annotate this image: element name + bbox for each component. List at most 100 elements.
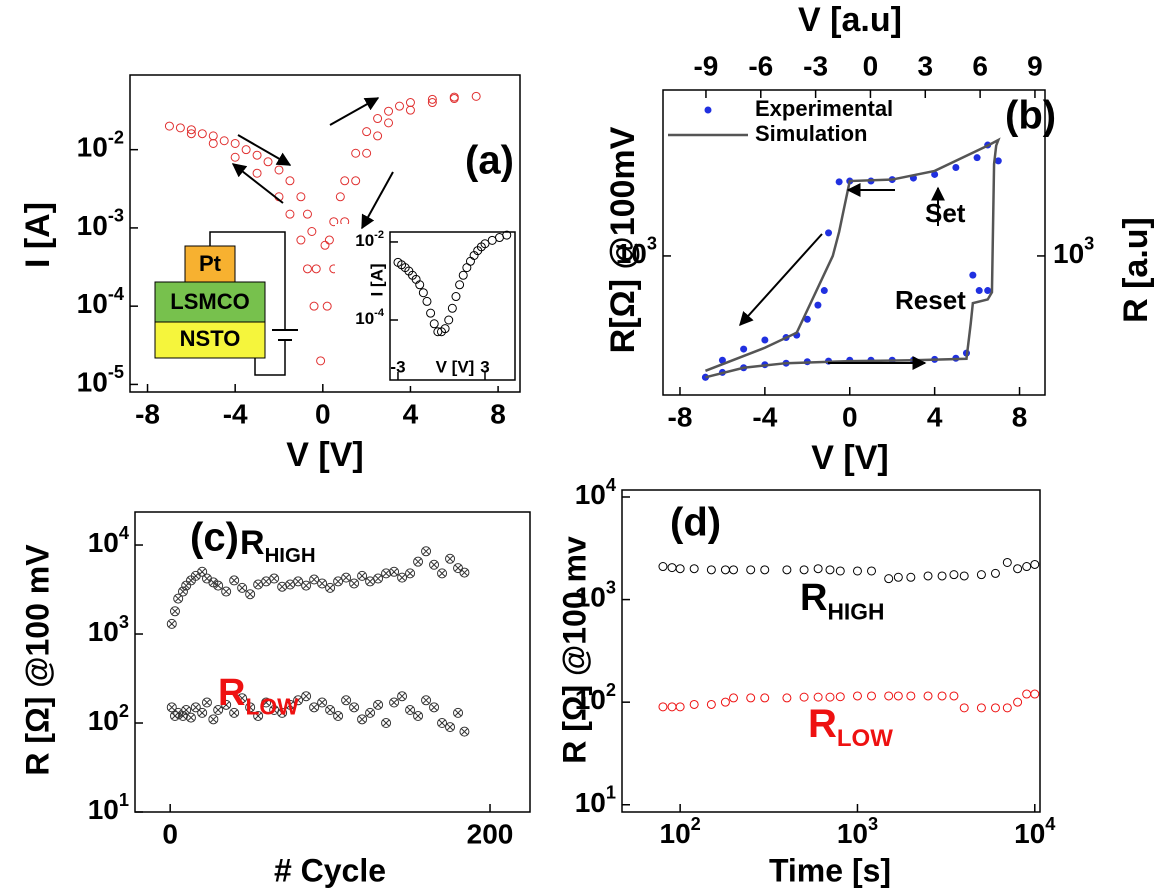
- data-point: [389, 697, 400, 708]
- tick-exponent: 1: [606, 782, 616, 802]
- data-point: [706, 565, 716, 575]
- data-point: [937, 571, 947, 581]
- data-point: [301, 580, 312, 591]
- data-point: [164, 121, 174, 131]
- data-point: [1030, 559, 1040, 569]
- tick-exponent: 3: [647, 234, 657, 254]
- data-point: [208, 577, 219, 588]
- tick-base: 10: [77, 132, 108, 163]
- data-point: [237, 582, 248, 593]
- data-point: [867, 691, 877, 701]
- data-point: [413, 710, 424, 721]
- data-point: [949, 691, 959, 701]
- tick-exponent: 2: [606, 680, 616, 700]
- data-point: [984, 287, 992, 295]
- tick-base: 10: [77, 289, 108, 320]
- data-point: [177, 586, 188, 597]
- data-point: [221, 699, 232, 710]
- data-point: [190, 702, 201, 713]
- data-point: [302, 209, 312, 219]
- data-point: [245, 589, 256, 600]
- data-point: [884, 691, 894, 701]
- annotation: (c): [190, 516, 239, 560]
- data-point: [384, 118, 394, 128]
- annotation-main: R: [808, 702, 837, 746]
- data-point: [720, 565, 730, 575]
- tick-base: 10: [77, 367, 108, 398]
- x2-axis-label: V [a.u]: [798, 1, 902, 39]
- data-point: [825, 565, 835, 575]
- data-point: [429, 559, 440, 570]
- tick-base: 10: [575, 582, 606, 613]
- data-point: [405, 705, 416, 715]
- arrow: [231, 163, 284, 204]
- data-point: [422, 296, 432, 306]
- data-point: [990, 703, 1000, 713]
- tick-exponent: 2: [691, 814, 701, 834]
- tick-base: 10: [355, 309, 374, 328]
- data-point: [949, 570, 959, 580]
- data-point: [241, 145, 251, 155]
- data-point: [285, 209, 295, 219]
- data-point: [322, 301, 332, 311]
- data-point: [835, 692, 845, 702]
- tick-label: 104: [1014, 814, 1056, 850]
- tick-label: 103: [837, 814, 878, 850]
- data-point: [413, 556, 424, 567]
- tick-label: 103: [88, 612, 129, 648]
- data-point: [309, 301, 319, 311]
- data-point: [437, 568, 448, 579]
- data-point: [208, 131, 218, 141]
- tick-label: 104: [575, 475, 617, 511]
- data-point: [237, 693, 248, 704]
- data-point: [447, 303, 457, 313]
- tick-exponent: -2: [374, 229, 384, 241]
- tick-exponent: 3: [1084, 234, 1094, 254]
- data-point: [1002, 703, 1012, 713]
- data-point: [213, 705, 224, 715]
- data-point: [177, 710, 188, 721]
- data-point: [277, 707, 288, 718]
- data-point: [307, 226, 317, 236]
- tick-label: 9: [1027, 50, 1043, 81]
- tick-label: 103: [616, 234, 657, 270]
- tick-label: -4: [223, 398, 248, 429]
- data-point: [373, 573, 384, 584]
- data-point: [329, 217, 339, 227]
- tick-exponent: -3: [108, 206, 124, 226]
- tick-label: 0: [315, 398, 331, 429]
- data-point: [252, 168, 262, 178]
- y-axis-label: R [Ω] @100 mV: [19, 544, 55, 776]
- data-point: [675, 564, 685, 574]
- data-point: [994, 157, 1002, 165]
- data-point: [357, 570, 368, 581]
- tick-label: 8: [1012, 401, 1028, 432]
- annotation: (b): [1005, 94, 1056, 138]
- data-point: [667, 563, 677, 573]
- tick-label: -9: [693, 50, 718, 81]
- arrow: [329, 97, 380, 126]
- data-point: [427, 98, 437, 108]
- data-point: [445, 553, 456, 564]
- data-point: [285, 176, 295, 186]
- tick-base: 10: [1053, 238, 1084, 269]
- data-point: [667, 702, 677, 712]
- data-point: [397, 691, 408, 702]
- tick-exponent: 4: [606, 475, 617, 495]
- data-point: [740, 345, 748, 353]
- tick-label: 103: [575, 577, 616, 613]
- data-point: [317, 697, 328, 708]
- annotation-subscript: HIGH: [265, 545, 316, 567]
- tick-exponent: -5: [108, 362, 124, 382]
- data-point: [362, 127, 372, 137]
- data-point: [1002, 557, 1012, 567]
- data-point: [937, 691, 947, 701]
- tick-label: -6: [748, 50, 773, 81]
- tick-label: 3: [917, 50, 933, 81]
- data-point: [197, 129, 207, 139]
- data-point: [426, 308, 436, 318]
- annotation-main: R: [800, 577, 827, 619]
- data-point: [296, 235, 306, 245]
- data-point: [782, 565, 792, 575]
- data-point: [445, 722, 456, 733]
